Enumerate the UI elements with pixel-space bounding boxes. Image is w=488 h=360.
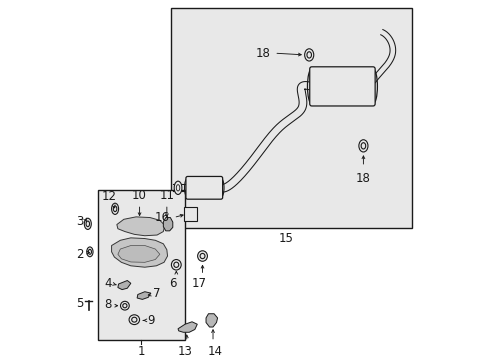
Ellipse shape (88, 249, 91, 254)
Ellipse shape (200, 253, 204, 258)
Text: 7: 7 (153, 287, 160, 300)
Polygon shape (111, 238, 167, 267)
Text: 10: 10 (132, 189, 147, 202)
Text: 4: 4 (104, 277, 111, 290)
Polygon shape (205, 314, 217, 327)
Ellipse shape (131, 317, 137, 322)
Ellipse shape (120, 301, 129, 310)
Ellipse shape (187, 211, 193, 217)
Text: 2: 2 (76, 248, 83, 261)
Polygon shape (118, 246, 160, 262)
Text: 14: 14 (207, 345, 222, 358)
Text: 16: 16 (155, 211, 170, 224)
Ellipse shape (84, 218, 91, 229)
Text: 18: 18 (355, 172, 370, 185)
Ellipse shape (306, 52, 311, 58)
Ellipse shape (111, 203, 119, 215)
FancyBboxPatch shape (185, 176, 222, 199)
FancyBboxPatch shape (309, 67, 374, 106)
Text: 13: 13 (177, 345, 192, 358)
Text: 18: 18 (255, 47, 270, 60)
Polygon shape (117, 217, 164, 236)
Ellipse shape (361, 143, 365, 149)
Polygon shape (137, 292, 150, 300)
Text: 11: 11 (159, 189, 174, 202)
Ellipse shape (304, 49, 313, 61)
Ellipse shape (122, 303, 127, 308)
Text: 5: 5 (76, 297, 83, 310)
Text: 1: 1 (137, 345, 145, 358)
Polygon shape (163, 217, 172, 231)
Ellipse shape (171, 260, 181, 270)
Text: 12: 12 (101, 190, 116, 203)
Ellipse shape (176, 185, 180, 191)
Ellipse shape (129, 315, 139, 325)
Polygon shape (118, 280, 131, 289)
Ellipse shape (86, 221, 89, 227)
Ellipse shape (174, 262, 179, 267)
Bar (171, 8, 411, 228)
Text: 15: 15 (279, 231, 293, 244)
Ellipse shape (197, 251, 207, 261)
Text: 6: 6 (169, 277, 176, 290)
Ellipse shape (113, 206, 117, 212)
Polygon shape (178, 322, 197, 332)
FancyBboxPatch shape (183, 207, 197, 221)
Ellipse shape (188, 213, 191, 215)
Ellipse shape (358, 140, 367, 152)
Text: 8: 8 (104, 298, 111, 311)
Text: 17: 17 (191, 277, 206, 290)
Ellipse shape (86, 247, 93, 257)
Bar (98, 190, 184, 340)
Ellipse shape (174, 181, 182, 194)
Text: 9: 9 (147, 314, 154, 327)
Text: 3: 3 (76, 215, 83, 228)
